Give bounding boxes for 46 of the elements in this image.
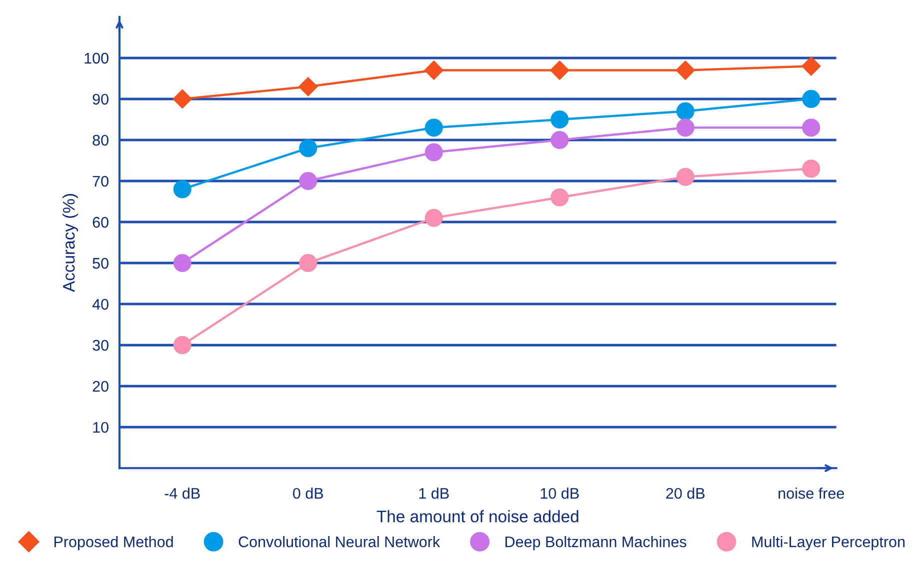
y-tick-label: 70 [92,176,108,187]
point [424,60,444,80]
point [802,90,820,108]
point [424,208,443,227]
point [550,188,569,206]
point [298,76,318,96]
y-tick-label: 40 [92,298,108,310]
x-tick-label: 0 dB [292,488,324,499]
x-tick-label: 20 dB [666,488,705,499]
legend-label: Multi-Layer Perceptron [752,536,905,550]
point [424,143,443,162]
point [172,89,192,109]
y-tick-label: 80 [92,134,108,146]
y-axis-title: Accuracy (%) [62,194,78,292]
point [173,180,192,198]
y-tick-label: 100 [84,52,108,64]
point [676,102,694,120]
point [424,118,443,137]
y-tick-label: 50 [92,258,108,269]
point [550,130,569,150]
point [550,110,569,128]
point [802,160,820,178]
point [173,254,192,272]
x-tick-label: -4 dB [164,488,200,499]
y-tick-label: 10 [93,422,108,433]
y-tick-label: 20 [92,380,108,392]
point [676,168,694,186]
point [173,336,192,354]
point [550,60,570,80]
point [801,56,821,76]
y-tick-label: 30 [92,340,108,351]
point [299,139,318,158]
legend-label: Convolutional Neural Network [238,536,440,548]
y-tick-label: 60 [92,216,108,228]
point [299,254,318,272]
point [676,60,696,80]
point [676,118,694,137]
point [299,172,318,190]
x-tick-label: 10 dB [540,488,579,499]
x-axis-title: The amount of noise added [376,510,578,522]
legend-label: Proposed Method [54,536,173,550]
legend-label: Deep Boltzmann Machines [505,536,686,550]
y-tick-label: 90 [92,94,108,105]
point [802,118,820,137]
x-tick-label: noise free [778,488,844,499]
x-tick-label: 1 dB [419,488,449,499]
